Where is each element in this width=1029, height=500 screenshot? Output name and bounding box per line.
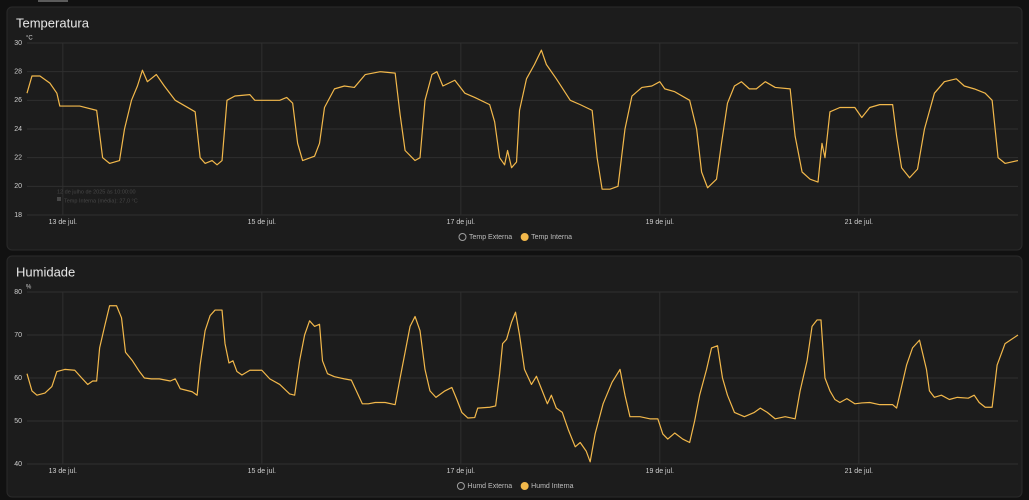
y-tick-label: 24 xyxy=(14,126,22,133)
x-tick-label: 19 de jul. xyxy=(646,219,674,226)
series-line xyxy=(26,49,1019,190)
chart-title: Temperatura xyxy=(16,15,90,30)
y-tick-label: 70 xyxy=(14,332,22,339)
y-tick-label: 30 xyxy=(14,40,22,47)
y-tick-label: 60 xyxy=(14,375,22,382)
y-tick-label: 22 xyxy=(14,155,22,162)
x-tick-label: 15 de jul. xyxy=(248,219,276,226)
y-tick-label: 18 xyxy=(14,212,22,219)
legend-marker[interactable] xyxy=(520,233,529,241)
y-tick-label: 26 xyxy=(14,97,22,104)
x-tick-label: 17 de jul. xyxy=(447,468,475,475)
legend-marker[interactable] xyxy=(456,482,465,490)
x-tick-label: 13 de jul. xyxy=(49,219,77,226)
legend-marker[interactable] xyxy=(520,482,529,490)
unit-label: °C xyxy=(26,36,33,42)
legend-marker[interactable] xyxy=(458,233,467,241)
tab-indicator xyxy=(38,0,68,2)
tooltip-swatch xyxy=(57,197,61,201)
chart-title: Humidade xyxy=(16,264,75,279)
legend-label[interactable]: Temp Interna xyxy=(531,234,572,241)
x-tick-label: 15 de jul. xyxy=(248,468,276,475)
legend-label[interactable]: Humd Externa xyxy=(467,483,512,490)
card xyxy=(6,255,1023,498)
x-tick-label: 13 de jul. xyxy=(49,468,77,475)
legend-label[interactable]: Temp Externa xyxy=(469,234,512,241)
y-tick-label: 20 xyxy=(14,183,22,190)
tooltip-text: 12 de julho de 2025 às 10:00:00 xyxy=(57,189,136,195)
x-tick-label: 19 de jul. xyxy=(646,468,674,475)
y-tick-label: 40 xyxy=(14,461,22,468)
legend-label[interactable]: Humd Interna xyxy=(531,483,574,490)
series-line xyxy=(26,305,1019,463)
x-tick-label: 17 de jul. xyxy=(447,219,475,226)
y-tick-label: 50 xyxy=(14,418,22,425)
x-tick-label: 21 de jul. xyxy=(845,219,873,226)
y-tick-label: 80 xyxy=(14,289,22,296)
y-tick-label: 28 xyxy=(14,69,22,76)
unit-label: % xyxy=(26,285,32,291)
tooltip-text: Temp Interna (média): 27,0 °C xyxy=(64,198,138,204)
x-tick-label: 21 de jul. xyxy=(845,468,873,475)
